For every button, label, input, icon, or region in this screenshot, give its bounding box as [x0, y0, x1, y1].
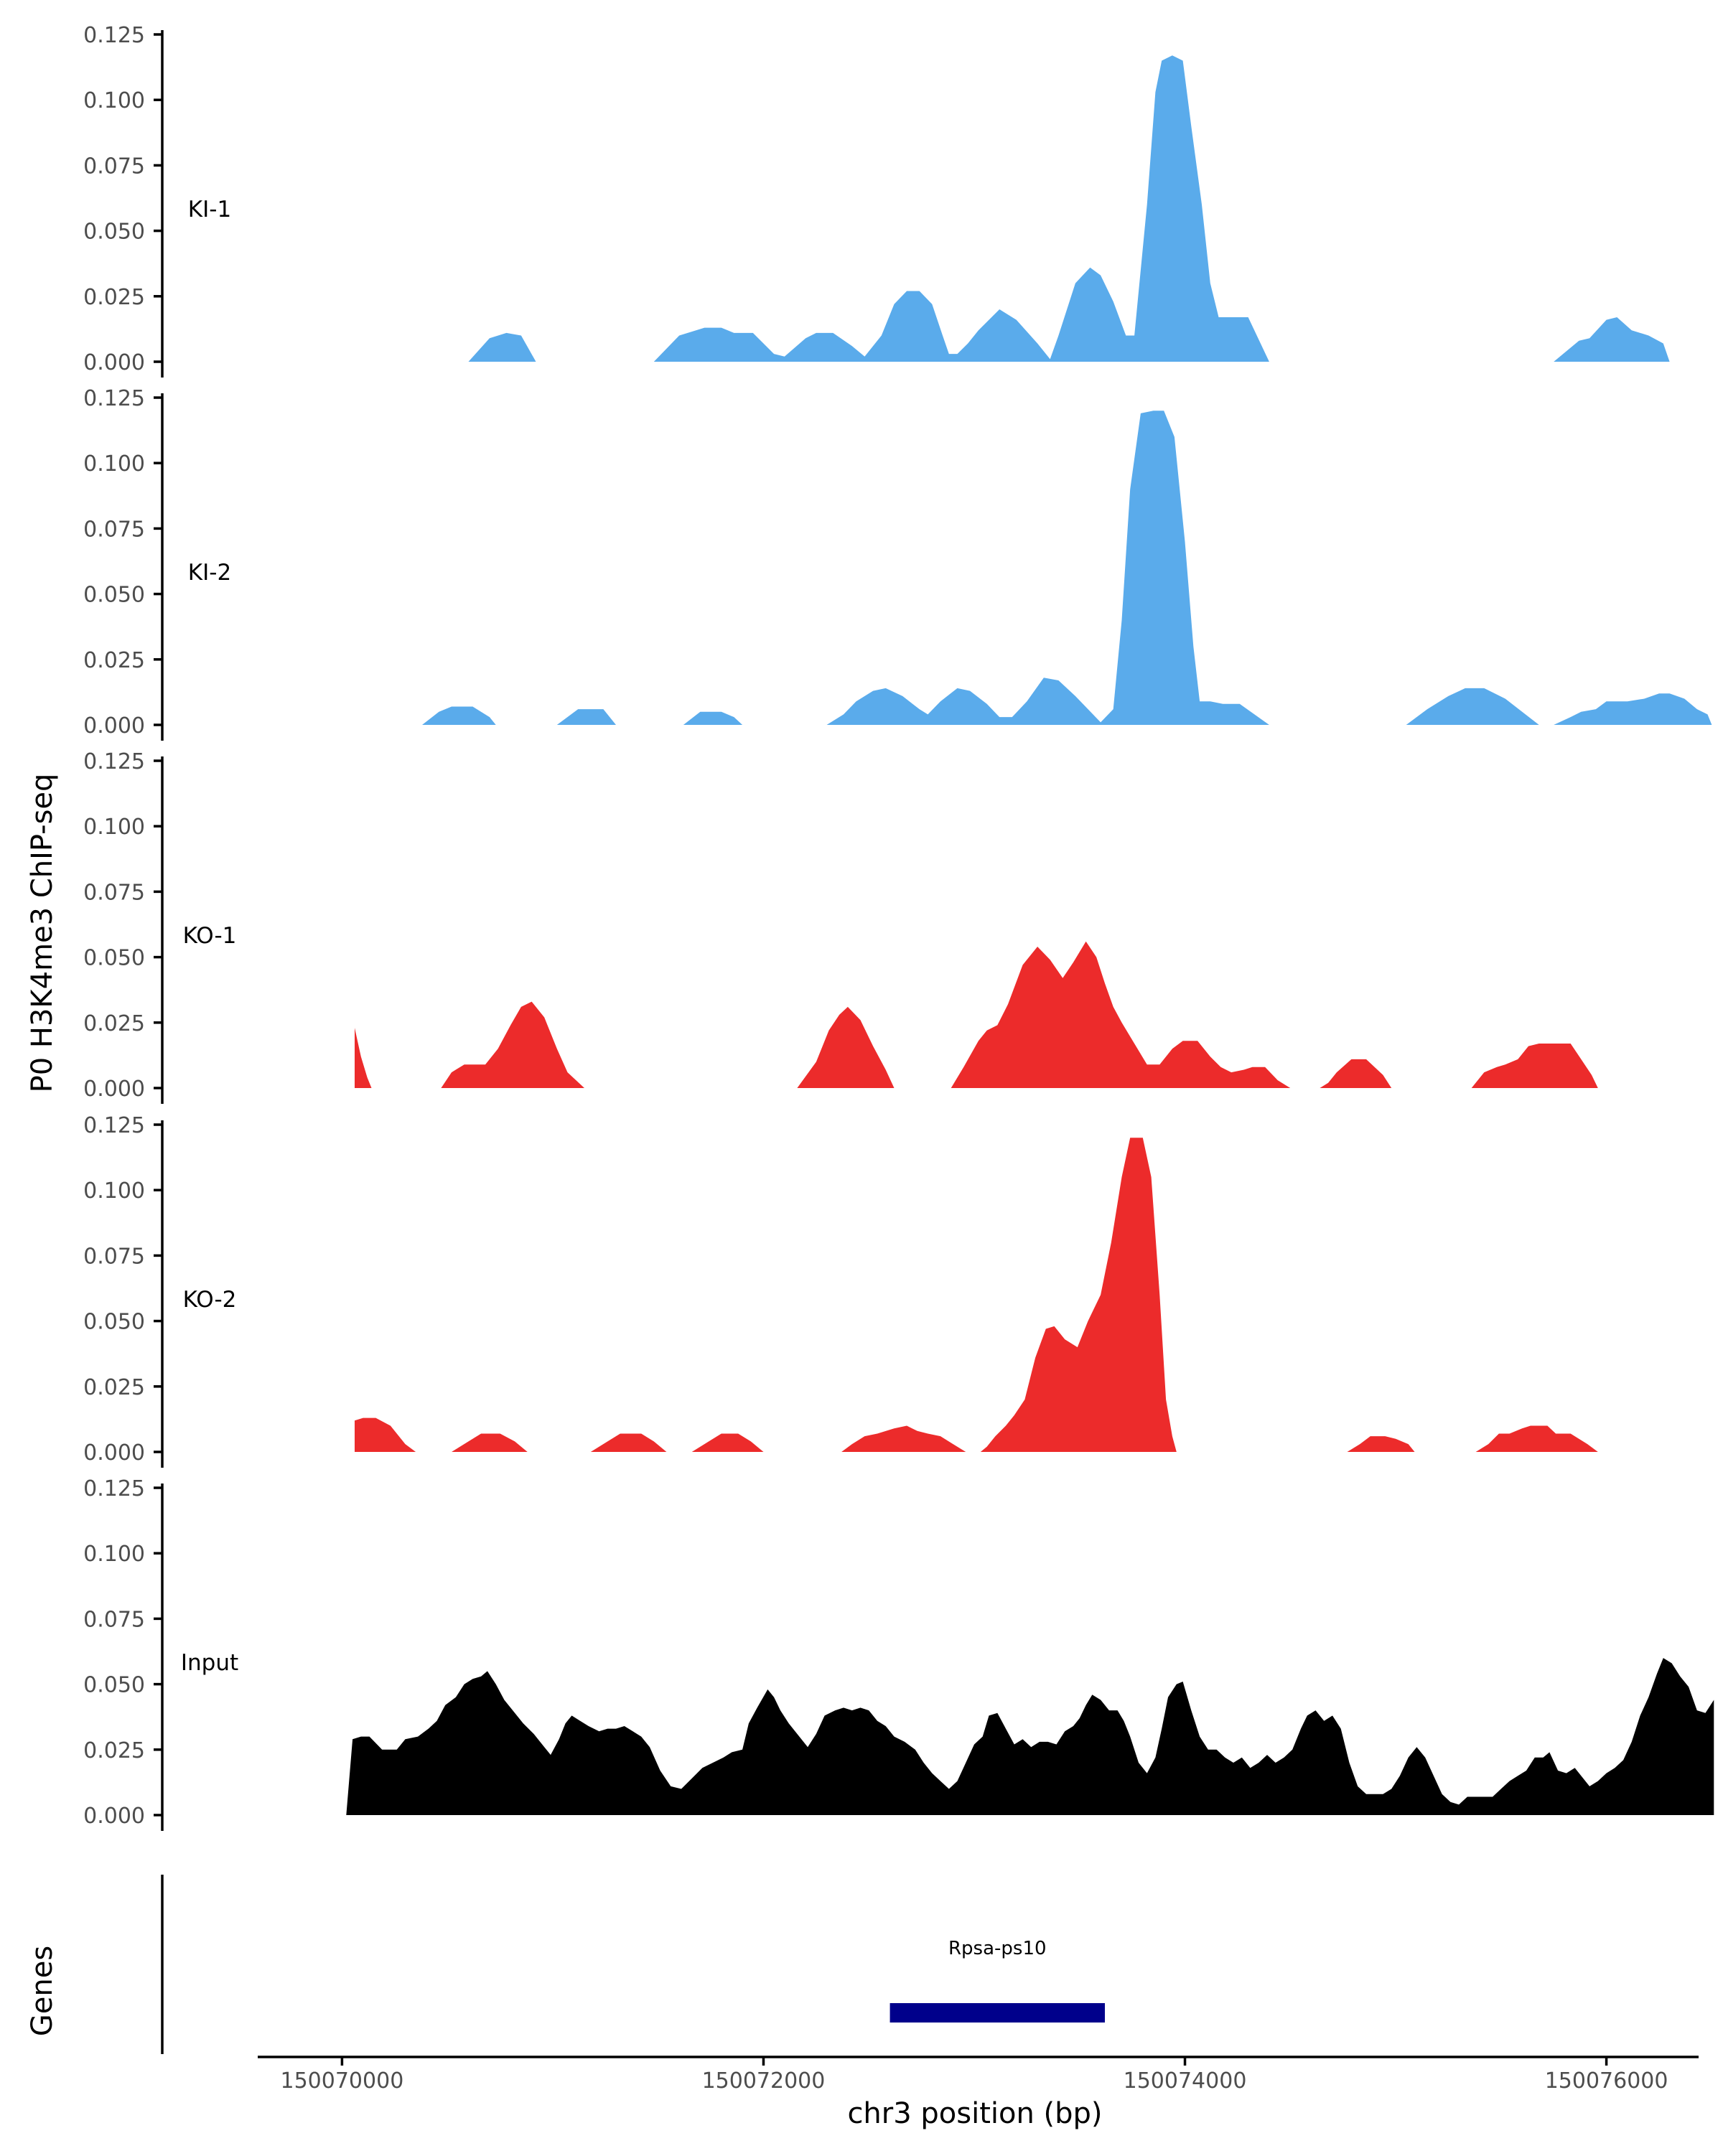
y-tick-label: 0.125	[83, 1113, 145, 1138]
y-tick-label: 0.025	[83, 1375, 145, 1400]
x-axis-title: chr3 position (bp)	[847, 2097, 1102, 2130]
y-tick-label: 0.000	[83, 713, 145, 739]
coverage-area	[452, 1433, 528, 1452]
y-tick-label: 0.050	[83, 1310, 145, 1335]
track-ko-2: 0.000 0.025 0.050 0.075 0.100 0.125 KO-2	[83, 1113, 1598, 1468]
track-label: KI-2	[188, 560, 231, 586]
track-label: Input	[181, 1650, 238, 1676]
y-tick-label: 0.050	[83, 583, 145, 608]
y-tick-label: 0.075	[83, 880, 145, 905]
y-tick-label: 0.050	[83, 946, 145, 971]
x-tick-label: 150076000	[1545, 2068, 1668, 2094]
x-tick-label: 150072000	[702, 2068, 826, 2094]
y-tick-label: 0.075	[83, 1607, 145, 1632]
y-tick-label: 0.100	[83, 815, 145, 840]
y-tick-label: 0.075	[83, 1244, 145, 1269]
coverage-area	[1320, 1059, 1392, 1088]
y-tick-label: 0.025	[83, 1738, 145, 1763]
track-label: KO-1	[183, 923, 237, 949]
coverage-area	[826, 411, 1269, 725]
y-tick-label: 0.100	[83, 88, 145, 113]
coverage-area	[1554, 693, 1712, 725]
genes-track-title: Genes	[26, 1946, 59, 2036]
coverage-area	[653, 55, 1269, 362]
y-tick-label: 0.025	[83, 648, 145, 673]
y-tick-label: 0.100	[83, 1178, 145, 1204]
y-tick-label: 0.125	[83, 1476, 145, 1501]
x-tick-label: 150074000	[1124, 2068, 1247, 2094]
y-tick-label: 0.025	[83, 285, 145, 310]
coverage-tracks: 0.0000.0250.0500.0750.1000.125KI-10.0000…	[83, 23, 1714, 1831]
coverage-area	[441, 1001, 584, 1088]
gene-label: Rpsa-ps10	[948, 1938, 1047, 1959]
coverage-area	[841, 1425, 966, 1452]
y-tick-label: 0.125	[83, 23, 145, 48]
y-tick-label: 0.000	[83, 1804, 145, 1829]
y-tick-label: 0.100	[83, 1542, 145, 1567]
coverage-area	[422, 706, 496, 725]
coverage-area	[1347, 1436, 1415, 1452]
coverage-area	[683, 711, 743, 725]
y-tick-label: 0.000	[83, 350, 145, 375]
coverage-area	[355, 1028, 372, 1088]
coverage-area	[691, 1433, 764, 1452]
coverage-area	[1554, 317, 1670, 362]
coverage-area	[468, 332, 536, 362]
coverage-area	[1475, 1425, 1598, 1452]
track-ki-2: 0.000 0.025 0.050 0.075 0.100 0.125 KI-2	[83, 386, 1712, 741]
track-input: 0.000 0.025 0.050 0.075 0.100 0.125 Input	[83, 1476, 1714, 1831]
x-axis: 150070000 150072000 150074000 150076000	[258, 2056, 1699, 2094]
gene-body	[889, 2003, 1105, 2023]
coverage-area	[797, 1006, 895, 1088]
y-tick-label: 0.050	[83, 1673, 145, 1698]
x-tick-label: 150070000	[281, 2068, 404, 2094]
coverage-area	[590, 1433, 667, 1452]
y-tick-label: 0.125	[83, 386, 145, 411]
track-label: KI-1	[188, 197, 231, 222]
y-tick-label: 0.050	[83, 220, 145, 245]
y-tick-label: 0.075	[83, 154, 145, 179]
coverage-area	[1471, 1044, 1598, 1088]
track-ki-1: 0.000 0.025 0.050 0.075 0.100 0.125 KI-1	[83, 23, 1670, 378]
y-tick-label: 0.125	[83, 749, 145, 774]
track-ko-1: 0.000 0.025 0.050 0.075 0.100 0.125 KO-1	[83, 749, 1598, 1104]
coverage-area	[1406, 688, 1539, 725]
track-label: KO-2	[183, 1287, 237, 1313]
coverage-area	[980, 1138, 1177, 1452]
y-tick-label: 0.025	[83, 1011, 145, 1036]
gene-track: Rpsa-ps10	[161, 1875, 1105, 2054]
y-axis-title: P0 H3K4me3 ChIP-seq	[26, 774, 59, 1093]
coverage-area	[951, 941, 1291, 1088]
coverage-area	[355, 1417, 416, 1452]
y-tick-label: 0.000	[83, 1077, 145, 1102]
y-tick-label: 0.000	[83, 1440, 145, 1466]
y-tick-label: 0.075	[83, 517, 145, 542]
coverage-area	[556, 709, 616, 725]
y-tick-label: 0.100	[83, 451, 145, 477]
coverage-area	[346, 1658, 1714, 1815]
